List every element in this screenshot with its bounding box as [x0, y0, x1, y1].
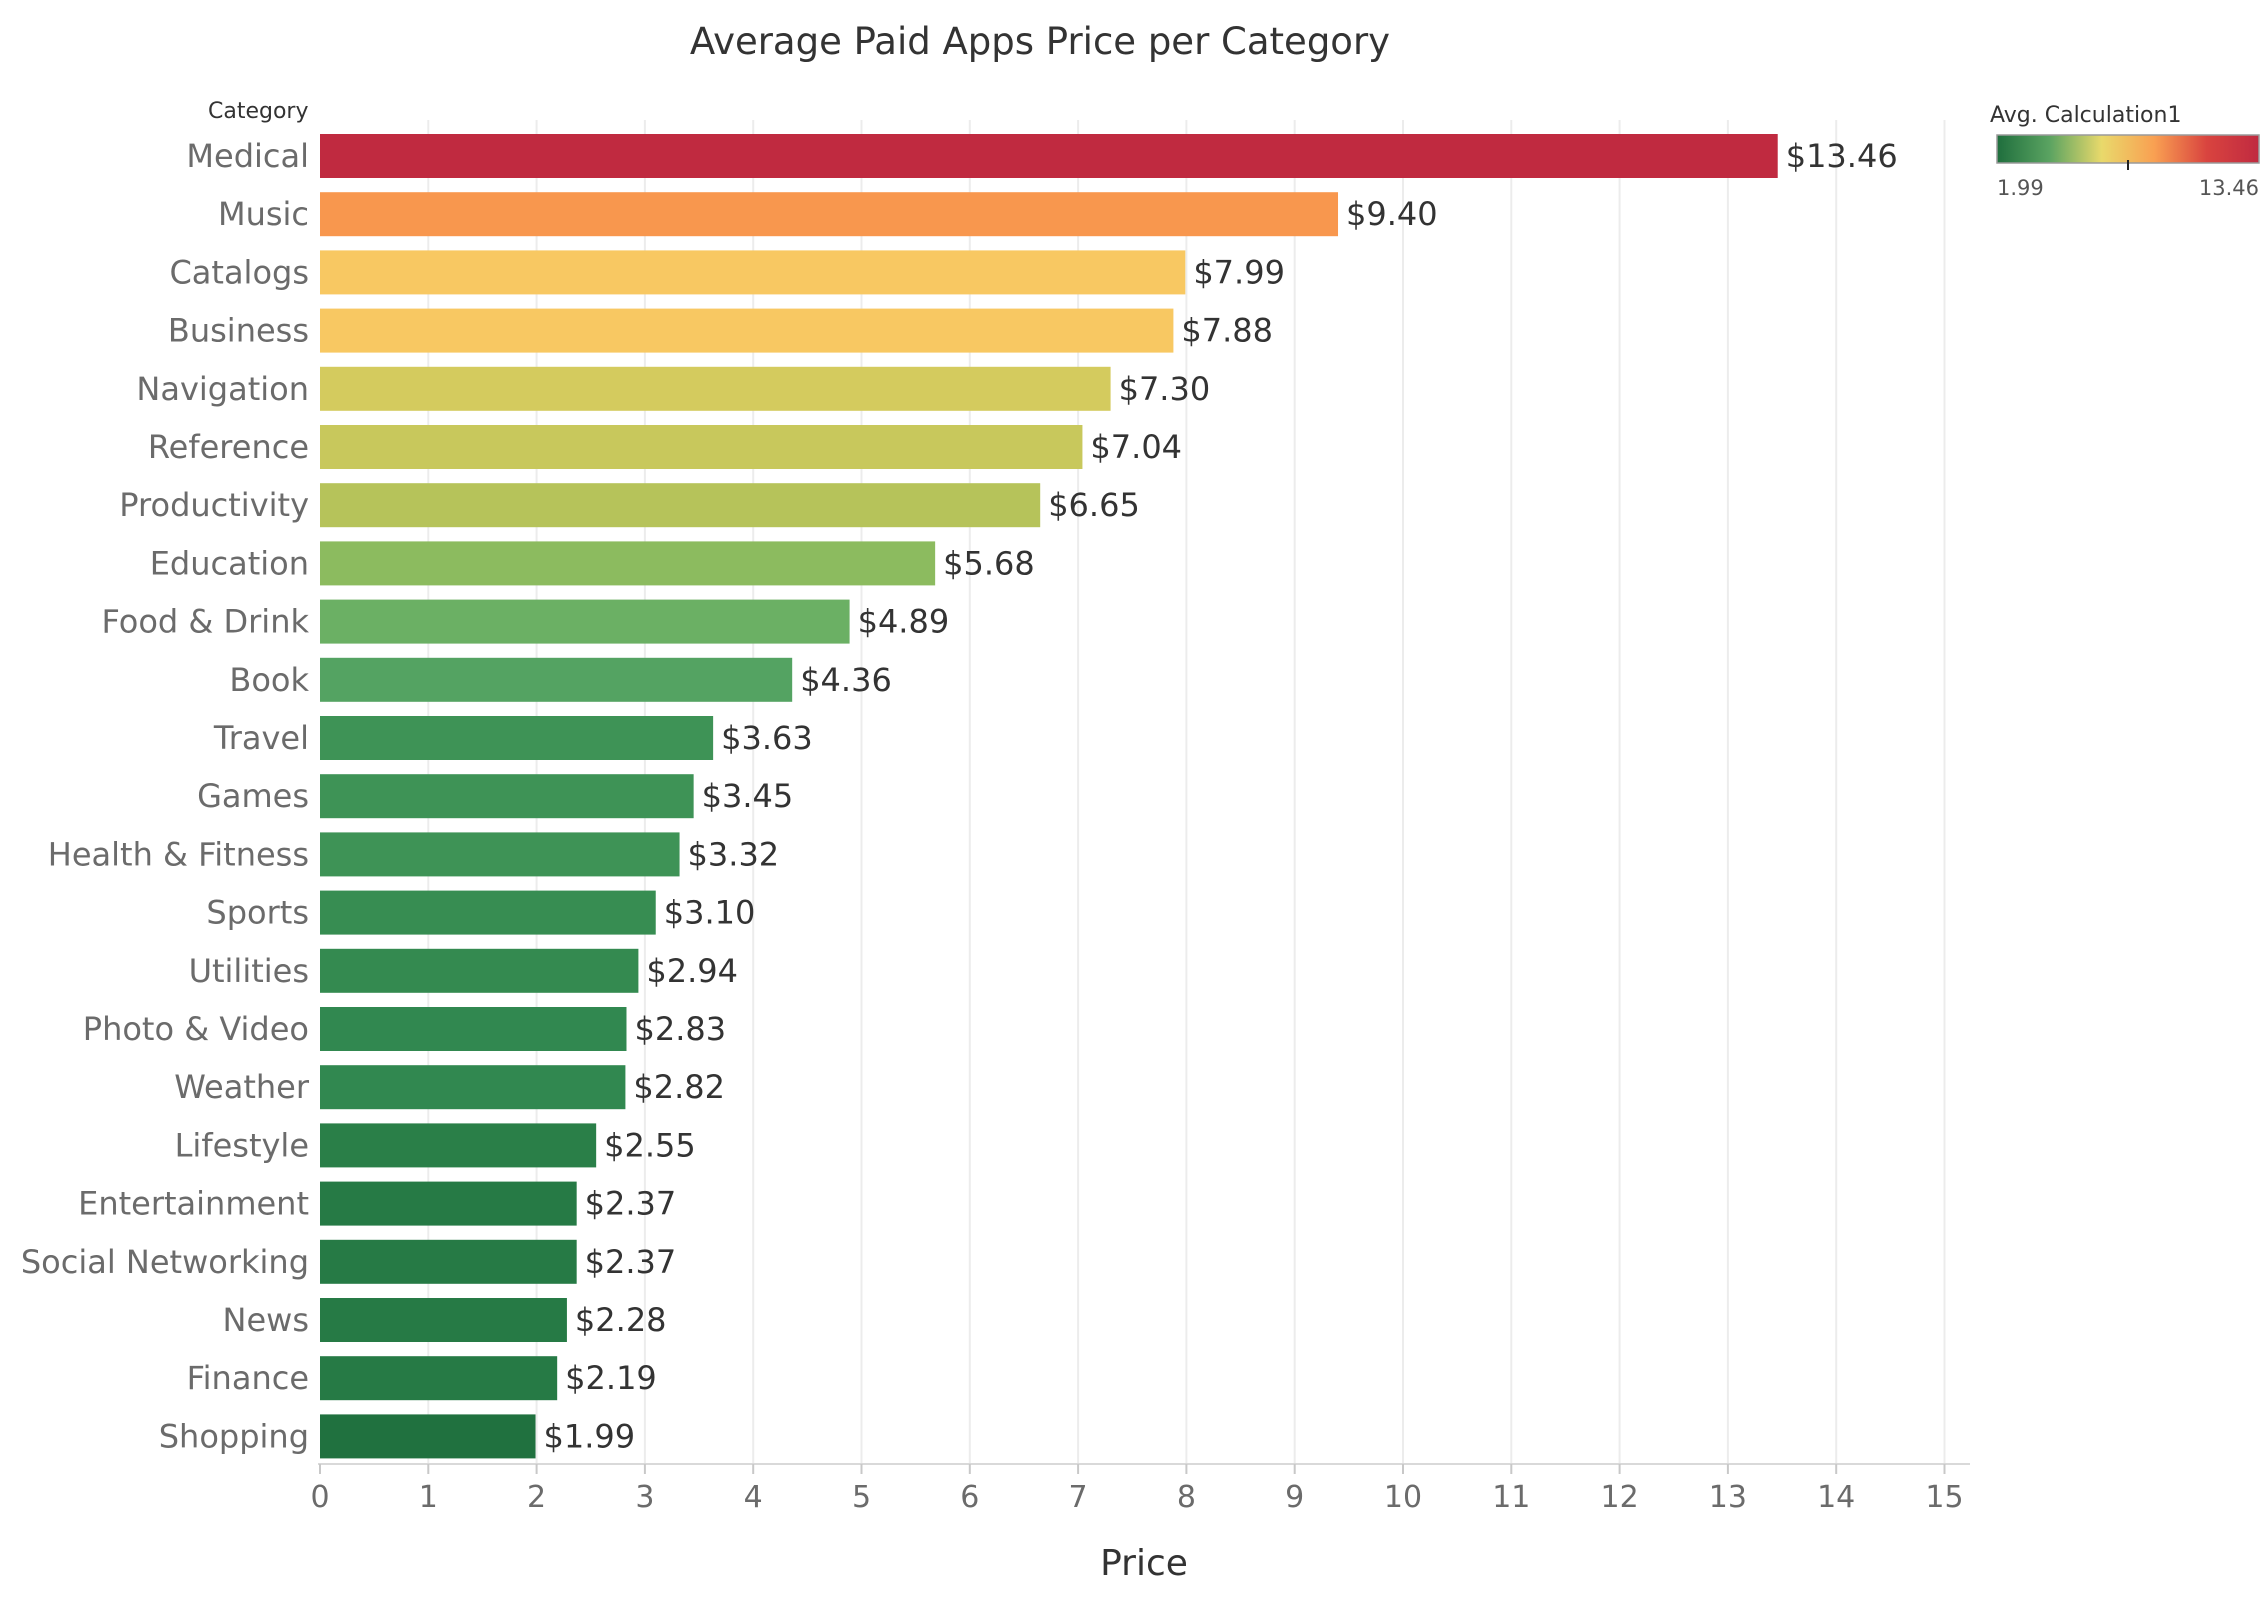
value-label: $1.99: [544, 1417, 636, 1455]
category-label: Music: [218, 195, 309, 233]
category-label: Navigation: [136, 370, 309, 408]
legend-min-label: 1.99: [1997, 176, 2044, 200]
category-header: Category: [208, 99, 309, 124]
bar: [320, 948, 639, 993]
category-label: Education: [150, 544, 309, 582]
category-label: Utilities: [189, 952, 309, 990]
tick-label: 2: [527, 1480, 546, 1515]
chart-title: Average Paid Apps Price per Category: [690, 20, 1390, 63]
bar: [320, 1298, 567, 1342]
value-label: $2.82: [633, 1068, 725, 1106]
value-label: $2.19: [565, 1359, 657, 1397]
value-label: $2.37: [585, 1243, 677, 1281]
value-label: $2.94: [646, 952, 738, 990]
tick-label: 11: [1492, 1480, 1530, 1515]
bar: [320, 774, 694, 819]
category-label: Catalogs: [169, 253, 309, 291]
bar: [320, 890, 656, 935]
category-label: Health & Fitness: [48, 835, 309, 873]
value-label: $2.55: [604, 1126, 696, 1164]
category-label: Travel: [213, 719, 309, 757]
bars: [320, 134, 1778, 1459]
tick-label: 3: [635, 1480, 654, 1515]
tick-label: 5: [852, 1480, 871, 1515]
value-label: $4.36: [800, 661, 892, 699]
category-label: Food & Drink: [101, 603, 309, 641]
category-label: Finance: [187, 1359, 309, 1397]
value-label: $4.89: [858, 603, 950, 641]
bar: [320, 250, 1186, 295]
bar: [320, 1181, 577, 1226]
bar: [320, 832, 680, 877]
value-label: $7.88: [1181, 312, 1273, 350]
tick-label: 8: [1177, 1480, 1196, 1515]
category-label: Book: [229, 661, 309, 699]
value-label: $3.45: [702, 777, 794, 815]
bar: [320, 1123, 597, 1168]
tick-label: 6: [960, 1480, 979, 1515]
legend-title: Avg. Calculation1: [1990, 103, 2181, 128]
value-label: $7.30: [1119, 370, 1211, 408]
bar: [320, 541, 936, 586]
bar: [320, 1065, 626, 1110]
value-label: $3.63: [721, 719, 813, 757]
category-label: News: [223, 1301, 309, 1339]
bar: [320, 366, 1111, 411]
bar: [320, 134, 1778, 178]
category-label: Lifestyle: [175, 1126, 309, 1164]
x-axis-ticks: 0 1 2 3 4 5 6 7 8 9 10 11 12 13 14 15: [310, 1464, 1964, 1515]
x-axis-title: Price: [1100, 1543, 1188, 1584]
category-label: Photo & Video: [83, 1010, 309, 1048]
category-label: Medical: [186, 137, 309, 175]
bar: [320, 483, 1041, 528]
tick-label: 7: [1069, 1480, 1088, 1515]
tick-label: 9: [1285, 1480, 1304, 1515]
legend-gradient-bar: [1996, 134, 2260, 164]
tick-label: 12: [1601, 1480, 1639, 1515]
category-label: Reference: [148, 428, 309, 466]
category-label: Business: [168, 312, 309, 350]
value-label: $3.32: [688, 835, 780, 873]
value-label: $7.04: [1090, 428, 1182, 466]
bar: [320, 1007, 627, 1051]
bar: [320, 308, 1174, 353]
value-label: $2.37: [585, 1185, 677, 1223]
category-label: Productivity: [119, 486, 309, 524]
category-label: Social Networking: [21, 1243, 309, 1281]
value-label: $7.99: [1193, 253, 1285, 291]
bar: [320, 425, 1083, 469]
tick-label: 0: [310, 1480, 329, 1515]
category-label: Shopping: [159, 1417, 309, 1455]
bar: [320, 192, 1339, 237]
tick-label: 4: [744, 1480, 763, 1515]
value-label: $9.40: [1346, 195, 1438, 233]
category-label: Games: [197, 777, 309, 815]
bar: [320, 716, 714, 760]
bar: [320, 1356, 558, 1401]
value-label: $6.65: [1048, 486, 1140, 524]
bar: [320, 1414, 536, 1459]
value-label: $2.28: [575, 1301, 667, 1339]
bar: [320, 657, 793, 702]
tick-label: 13: [1709, 1480, 1747, 1515]
bar: [320, 1239, 577, 1284]
value-label: $3.10: [664, 894, 756, 932]
color-legend: Avg. Calculation1 1.99 13.46: [1990, 103, 2260, 200]
value-labels: $13.46 $9.40 $7.99 $7.88 $7.30 $7.04 $6.65 $5.6…: [544, 137, 1898, 1455]
category-label: Entertainment: [78, 1185, 309, 1223]
value-label: $5.68: [943, 544, 1035, 582]
bar: [320, 599, 850, 644]
tick-label: 10: [1384, 1480, 1422, 1515]
category-label: Weather: [174, 1068, 310, 1106]
tick-label: 14: [1817, 1480, 1855, 1515]
value-label: $2.83: [634, 1010, 726, 1048]
category-label: Sports: [206, 894, 309, 932]
tick-label: 1: [419, 1480, 438, 1515]
category-labels: Medical Music Catalogs Business Navigation Re…: [21, 137, 310, 1455]
legend-max-label: 13.46: [2199, 176, 2259, 200]
value-label: $13.46: [1786, 137, 1898, 175]
tick-label: 15: [1925, 1480, 1963, 1515]
